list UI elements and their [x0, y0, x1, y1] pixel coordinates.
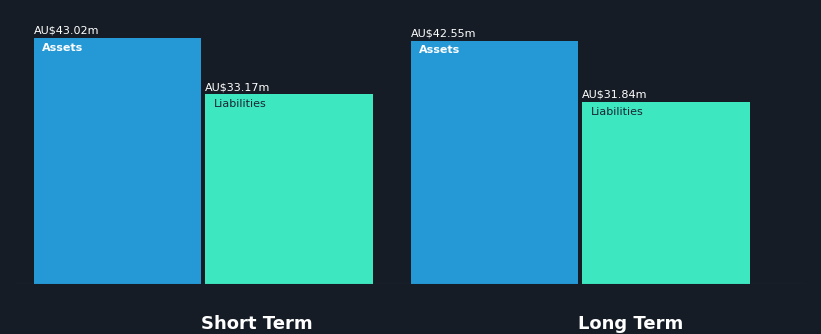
- Text: Assets: Assets: [419, 45, 461, 55]
- Text: Liabilities: Liabilities: [590, 107, 643, 117]
- Bar: [582, 102, 750, 284]
- Text: Liabilities: Liabilities: [213, 99, 266, 109]
- Text: AU$31.84m: AU$31.84m: [582, 90, 647, 100]
- Text: AU$42.55m: AU$42.55m: [410, 28, 476, 38]
- Bar: [410, 41, 579, 284]
- Bar: [34, 38, 201, 284]
- Bar: [205, 94, 373, 284]
- Text: Long Term: Long Term: [579, 315, 684, 333]
- Text: AU$33.17m: AU$33.17m: [205, 82, 270, 92]
- Text: AU$43.02m: AU$43.02m: [34, 26, 99, 36]
- Text: Assets: Assets: [42, 43, 84, 53]
- Text: Short Term: Short Term: [201, 315, 313, 333]
